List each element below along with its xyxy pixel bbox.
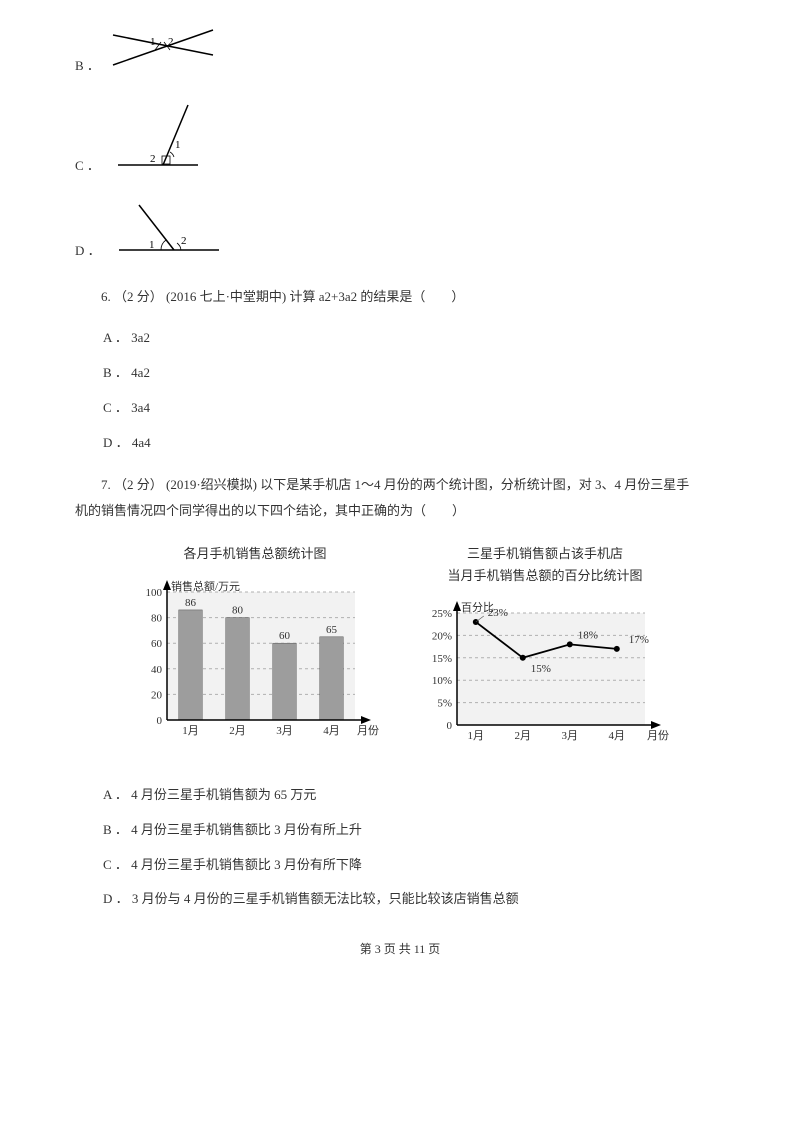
- svg-text:80: 80: [151, 613, 163, 625]
- svg-text:1: 1: [175, 139, 181, 151]
- q7-text-line2: 机的销售情况四个同学得出的以下四个结论，其中正确的为（ ）: [75, 498, 725, 524]
- option-c-label: C ．: [75, 156, 100, 182]
- q7-option-c: C ． 4 月份三星手机销售额比 3 月份有所下降: [103, 855, 725, 876]
- bar-chart-svg: 0 20 40 60 80 100 86 1月 80 2月 60 3月 65 4月 销售总额/万元月份: [125, 570, 385, 750]
- svg-text:月份: 月份: [647, 729, 669, 742]
- svg-text:4月: 4月: [609, 730, 626, 742]
- svg-text:2: 2: [181, 235, 187, 247]
- line-chart: 三星手机销售额占该手机店 当月手机销售总额的百分比统计图 0 5% 10% 15% 20…: [415, 544, 675, 760]
- svg-text:100: 100: [146, 587, 163, 599]
- svg-text:20%: 20%: [432, 631, 452, 643]
- svg-text:15%: 15%: [531, 663, 551, 675]
- q6-option-a: A ． 3a2: [103, 328, 725, 349]
- svg-text:60: 60: [279, 631, 291, 643]
- q7-option-b: B ． 4 月份三星手机销售额比 3 月份有所上升: [103, 820, 725, 841]
- svg-text:18%: 18%: [578, 630, 598, 642]
- q7-option-a: A ． 4 月份三星手机销售额为 65 万元: [103, 785, 725, 806]
- q6-option-c: C ． 3a4: [103, 398, 725, 419]
- svg-text:5%: 5%: [437, 698, 452, 710]
- option-d-row: D ． 1 2: [75, 200, 725, 267]
- svg-text:百分比: 百分比: [461, 601, 494, 614]
- svg-text:17%: 17%: [629, 634, 649, 646]
- svg-text:15%: 15%: [432, 653, 452, 665]
- svg-text:40: 40: [151, 664, 163, 676]
- svg-text:3月: 3月: [276, 725, 293, 737]
- option-b-row: B ． 1 2: [75, 20, 725, 82]
- svg-text:1月: 1月: [468, 730, 485, 742]
- svg-text:65: 65: [326, 624, 338, 636]
- line-chart-title-2: 当月手机销售总额的百分比统计图: [415, 566, 675, 587]
- option-b-label: B ．: [75, 56, 100, 82]
- q7-option-d: D ． 3 月份与 4 月份的三星手机销售额无法比较，只能比较该店销售总额: [103, 889, 725, 910]
- q6-option-d: D ． 4a4: [103, 433, 725, 454]
- page-footer: 第 3 页 共 11 页: [75, 940, 725, 959]
- svg-text:2月: 2月: [515, 730, 532, 742]
- svg-text:1: 1: [149, 239, 155, 251]
- svg-text:86: 86: [185, 597, 197, 609]
- bar-chart-title: 各月手机销售总额统计图: [125, 544, 385, 565]
- svg-text:25%: 25%: [432, 608, 452, 620]
- bar-chart: 各月手机销售总额统计图 0 20 40 60 80 100 86 1月 80 2月 60 3月 65 4月…: [125, 544, 385, 760]
- svg-text:2: 2: [150, 153, 156, 165]
- option-d-label: D ．: [75, 241, 101, 267]
- svg-text:60: 60: [151, 639, 163, 651]
- svg-text:1: 1: [150, 36, 156, 48]
- line-chart-title-1: 三星手机销售额占该手机店: [415, 544, 675, 565]
- svg-text:销售总额/万元: 销售总额/万元: [171, 579, 240, 593]
- svg-text:80: 80: [232, 605, 244, 617]
- q6-text: 6. （2 分） (2016 七上·中堂期中) 计算 a2+3a2 的结果是（ …: [75, 284, 725, 310]
- q6-option-b: B ． 4a2: [103, 363, 725, 384]
- q7-text-line1: 7. （2 分） (2019·绍兴模拟) 以下是某手机店 1～4 月份的两个统计…: [75, 472, 725, 498]
- option-b-diagram: 1 2: [108, 20, 218, 82]
- svg-text:4月: 4月: [323, 725, 340, 737]
- svg-text:20: 20: [151, 690, 163, 702]
- svg-text:2: 2: [168, 36, 174, 48]
- option-c-row: C ． 1 2: [75, 100, 725, 182]
- svg-text:3月: 3月: [562, 730, 579, 742]
- charts-container: 各月手机销售总额统计图 0 20 40 60 80 100 86 1月 80 2月 60 3月 65 4月…: [75, 544, 725, 760]
- svg-text:0: 0: [447, 720, 453, 732]
- line-chart-svg: 05%10%15%20%25%1月2月3月4月23%15%18%17%百分比月份: [415, 593, 675, 753]
- svg-text:10%: 10%: [432, 675, 452, 687]
- svg-text:月份: 月份: [357, 724, 379, 737]
- option-d-diagram: 1 2: [109, 200, 229, 267]
- svg-text:0: 0: [157, 715, 163, 727]
- svg-text:2月: 2月: [229, 725, 246, 737]
- option-c-diagram: 1 2: [108, 100, 208, 182]
- svg-text:1月: 1月: [182, 725, 199, 737]
